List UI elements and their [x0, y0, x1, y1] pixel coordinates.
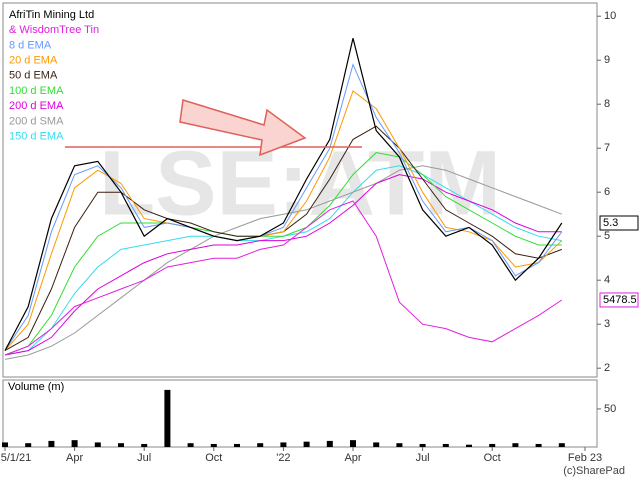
- volume-bar: [442, 443, 449, 447]
- volume-bar: [94, 442, 101, 447]
- x-tick-label: Apr: [344, 452, 361, 464]
- last-value-box: [599, 292, 639, 308]
- legend-entry: 20 d EMA: [9, 55, 58, 67]
- volume-panel: [2, 379, 598, 448]
- volume-bar: [535, 443, 542, 447]
- series-line: [4, 174, 562, 356]
- y-tick-label: 6: [604, 186, 610, 198]
- annotation-arrow: [179, 99, 307, 157]
- y-tick-label: 2: [604, 362, 610, 374]
- x-tick-label: '22: [276, 452, 290, 464]
- x-tick-label: Jul: [416, 452, 430, 464]
- legend-entry: AfriTin Mining Ltd: [9, 9, 94, 21]
- volume-bar: [419, 443, 426, 447]
- last-value-label: 5478.5: [603, 294, 637, 306]
- last-value-box: [599, 215, 639, 231]
- series-line: [4, 90, 563, 351]
- copyright: (c)SharePad: [563, 465, 625, 477]
- y-tick-label: 10: [604, 10, 616, 22]
- volume-bar: [164, 389, 171, 447]
- volume-bar: [48, 440, 55, 447]
- y-tick-label: 8: [604, 98, 610, 110]
- x-tick-label: Jul: [137, 452, 151, 464]
- volume-bar: [257, 443, 264, 447]
- series-line: [4, 38, 563, 351]
- volume-bar: [280, 442, 287, 447]
- volume-bar: [25, 443, 32, 447]
- legend-entry: & WisdomTree Tin: [9, 24, 99, 36]
- volume-bar: [71, 440, 78, 447]
- volume-bar: [118, 443, 124, 447]
- volume-bar: [489, 443, 496, 447]
- last-value-label: 5.3: [603, 217, 618, 229]
- volume-bar: [303, 441, 310, 447]
- x-tick-label: Apr: [66, 452, 83, 464]
- legend-entry: 200 d EMA: [9, 100, 64, 112]
- x-tick-label: Oct: [484, 452, 501, 464]
- volume-bar: [396, 443, 403, 447]
- y-tick-label: 9: [604, 54, 610, 66]
- legend-entry: 100 d EMA: [9, 85, 64, 97]
- volume-bar: [558, 443, 565, 447]
- volume-bar: [141, 443, 148, 447]
- watermark: LSE:ATM: [99, 132, 501, 234]
- legend-entry: 150 d EMA: [9, 131, 64, 143]
- volume-title: Volume (m): [8, 381, 64, 393]
- y-tick-label: 3: [604, 318, 610, 330]
- y-tick-label: 7: [604, 142, 610, 154]
- volume-bar: [2, 442, 8, 447]
- x-tick-label: 5/1/21: [1, 452, 32, 464]
- x-tick-label: Feb 23: [568, 452, 602, 464]
- y-tick-label: 50: [604, 403, 616, 415]
- legend-entry: 8 d EMA: [9, 39, 52, 51]
- volume-bar: [350, 440, 356, 447]
- volume-bar: [234, 443, 240, 447]
- legend-entry: 200 d SMA: [9, 115, 64, 127]
- y-tick-label: 4: [604, 274, 610, 286]
- series-line: [4, 200, 563, 356]
- volume-bar: [326, 440, 333, 447]
- volume-bar: [512, 443, 519, 447]
- legend-entry: 50 d EMA: [9, 70, 58, 82]
- x-tick-label: Oct: [205, 452, 222, 464]
- volume-bar: [373, 442, 380, 447]
- y-tick-label: 5: [604, 230, 610, 242]
- series-line: [4, 152, 562, 356]
- volume-bar: [187, 443, 194, 447]
- volume-bar: [466, 444, 472, 447]
- volume-bar: [210, 443, 217, 447]
- series-line: [4, 165, 562, 360]
